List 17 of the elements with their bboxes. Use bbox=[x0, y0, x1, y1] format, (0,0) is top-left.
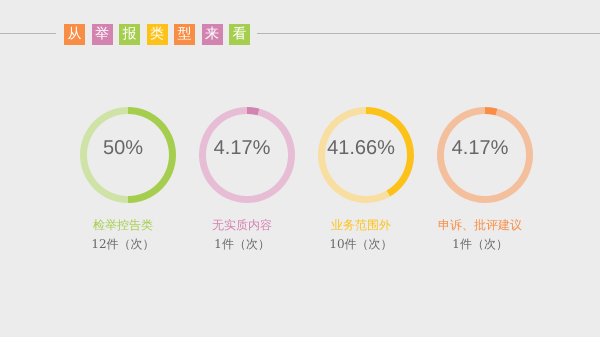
text: 无实质内容 bbox=[211, 217, 273, 234]
text: 4.17% bbox=[212, 137, 272, 160]
text: 1件（次） bbox=[451, 236, 509, 253]
text: 业务范围外 bbox=[330, 217, 392, 234]
chart-title: 从举报类型来看 bbox=[66, 25, 248, 44]
donut-slice bbox=[247, 107, 260, 116]
donut-slice bbox=[199, 107, 295, 203]
donut-slice bbox=[437, 107, 533, 203]
text: 检举控告类 bbox=[92, 217, 154, 234]
text: 50% bbox=[102, 137, 144, 160]
text: 4.17% bbox=[450, 137, 510, 160]
text: 10件（次） bbox=[328, 236, 394, 253]
text: 申诉、批评建议 bbox=[437, 217, 523, 234]
text: 12件（次） bbox=[90, 236, 156, 253]
text: 1件（次） bbox=[213, 236, 271, 253]
donut-slice bbox=[485, 107, 498, 116]
text: 41.66% bbox=[326, 137, 396, 160]
